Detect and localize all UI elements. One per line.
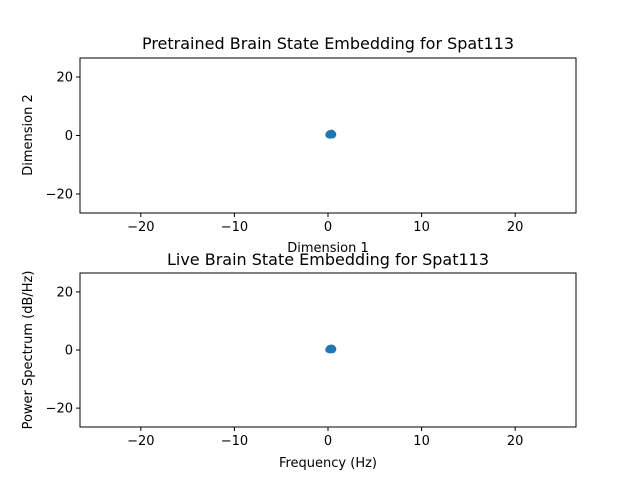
bottom-subplot-y-tick-label: 20 [56,285,73,300]
bottom-subplot-x-axis-label: Frequency (Hz) [279,456,377,471]
bottom-subplot-x-tick-label: 0 [324,434,332,449]
bottom-subplot-y-axis-label: Power Spectrum (dB/Hz) [21,271,36,430]
top-subplot-x-ticks: −20 −10 0 10 20 [127,213,523,235]
top-subplot-y-tick-label: 0 [65,129,73,144]
bottom-subplot-x-ticks: −20 −10 0 10 20 [127,427,523,449]
top-subplot-x-tick-label: 20 [507,220,524,235]
bottom-subplot-x-tick-label: −10 [221,434,248,449]
top-subplot-x-tick-label: 10 [413,220,430,235]
top-subplot-x-tick-label: 0 [324,220,332,235]
top-subplot-y-tick-label: 20 [56,71,73,86]
bottom-subplot-frame [79,272,577,428]
bottom-subplot-title: Live Brain State Embedding for Spat113 [167,250,489,269]
top-subplot-point [328,131,335,138]
bottom-subplot-y-ticks: −20 0 20 [46,285,80,417]
top-subplot-frame [79,57,577,214]
bottom-subplot-x-tick-label: 10 [413,434,430,449]
top-subplot-y-ticks: −20 0 20 [46,71,80,202]
top-subplot-y-tick-label: −20 [46,187,73,202]
bottom-subplot: Live Brain State Embedding for Spat113 −… [21,250,577,471]
top-subplot-y-axis-label: Dimension 2 [21,94,36,176]
top-subplot-title: Pretrained Brain State Embedding for Spa… [142,34,514,53]
top-subplot-x-axis-label: Dimension 1 [287,241,369,256]
bottom-subplot-x-tick-label: 20 [507,434,524,449]
top-subplot-x-tick-label: −20 [127,220,154,235]
top-subplot-points [325,129,337,139]
bottom-subplot-points [325,344,337,354]
bottom-subplot-x-tick-label: −20 [127,434,154,449]
bottom-subplot-y-tick-label: 0 [65,344,73,359]
bottom-subplot-point [328,346,335,353]
top-subplot: Pretrained Brain State Embedding for Spa… [21,34,577,256]
top-subplot-x-tick-label: −10 [221,220,248,235]
bottom-subplot-y-tick-label: −20 [46,402,73,417]
